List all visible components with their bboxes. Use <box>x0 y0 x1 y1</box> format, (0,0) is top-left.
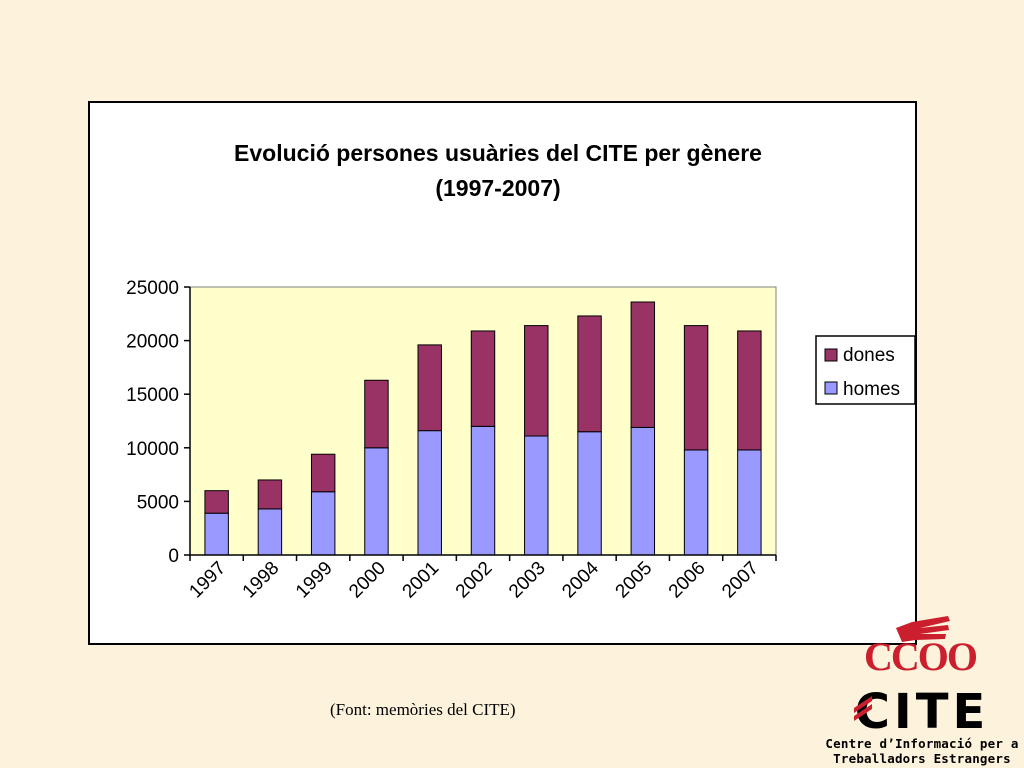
x-tick-label: 2002 <box>452 558 497 603</box>
ccoo-logo: CCOO <box>864 616 979 679</box>
bar-homes-2003 <box>524 435 549 556</box>
cite-tagline-line-2: Treballadors Estrangers <box>833 751 1011 766</box>
chart-title-line-2: (1997-2007) <box>435 175 560 201</box>
legend-swatch-dones <box>824 348 838 362</box>
x-tick-label: 2000 <box>345 558 390 603</box>
bar-homes-1998 <box>257 508 283 556</box>
bar-dones-2004 <box>577 315 602 433</box>
x-tick-label: 2005 <box>612 558 657 603</box>
logos: CCOO CITE Centre d’Informació per a Treb… <box>820 612 1024 768</box>
x-tick-label: 2001 <box>399 558 444 603</box>
bar-dones-2002 <box>470 330 496 427</box>
bar-dones-2003 <box>524 325 549 437</box>
bar-homes-2002 <box>470 425 496 556</box>
ccoo-wordmark: CCOO <box>864 634 977 679</box>
y-tick-label: 5000 <box>137 492 179 513</box>
y-axis: 0 5000 10000 15000 20000 25000 <box>126 278 191 567</box>
legend-label-dones: dones <box>843 345 895 366</box>
bar-homes-2007 <box>737 449 762 556</box>
bar-dones-2005 <box>630 301 656 428</box>
bar-dones-2001 <box>417 344 442 432</box>
bar-homes-1999 <box>310 491 336 556</box>
y-tick-label: 10000 <box>126 439 179 460</box>
x-tick-label: 1997 <box>185 558 230 603</box>
x-tick-label: 2004 <box>558 557 603 602</box>
bar-homes-2000 <box>364 447 389 556</box>
bar-homes-2005 <box>630 426 656 556</box>
x-tick-label: 2003 <box>505 558 550 603</box>
bar-dones-2000 <box>364 379 389 449</box>
bar-dones-2006 <box>683 325 709 451</box>
x-axis: 1997 1998 1999 2000 2001 2002 2003 2004 2005 2006… <box>185 554 777 603</box>
legend: dones homes <box>815 335 916 405</box>
y-tick-label: 15000 <box>126 385 179 406</box>
y-tick-label: 0 <box>168 546 179 567</box>
legend-label-homes: homes <box>843 379 900 400</box>
bar-dones-1999 <box>310 453 336 493</box>
bar-dones-1997 <box>204 490 229 514</box>
cite-wordmark: CITE <box>855 686 990 736</box>
x-tick-label: 2007 <box>718 558 763 603</box>
bar-dones-2007 <box>737 330 762 451</box>
bars-group <box>204 301 762 556</box>
x-tick-label: 1998 <box>239 558 284 603</box>
x-tick-label: 2006 <box>665 558 710 603</box>
y-tick-label: 25000 <box>126 278 179 299</box>
bar-homes-1997 <box>204 512 229 556</box>
stacked-bar-chart: Evolució persones usuàries del CITE per … <box>126 140 916 603</box>
bar-homes-2006 <box>683 449 709 556</box>
bar-homes-2004 <box>577 431 602 556</box>
cite-tagline-line-1: Centre d’Informació per a <box>825 736 1019 751</box>
ccoo-hand-icon <box>896 616 950 642</box>
source-note: (Font: memòries del CITE) <box>330 700 516 719</box>
bar-dones-1998 <box>257 479 283 510</box>
y-tick-label: 20000 <box>126 332 179 353</box>
legend-swatch-homes <box>824 381 838 395</box>
bar-homes-2001 <box>417 430 442 556</box>
cite-stripe-icon <box>854 696 872 721</box>
cite-logo: CITE <box>854 686 990 736</box>
x-tick-label: 1999 <box>292 558 337 603</box>
chart-frame: Evolució persones usuàries del CITE per … <box>88 101 917 645</box>
chart-title-line-1: Evolució persones usuàries del CITE per … <box>234 140 762 166</box>
